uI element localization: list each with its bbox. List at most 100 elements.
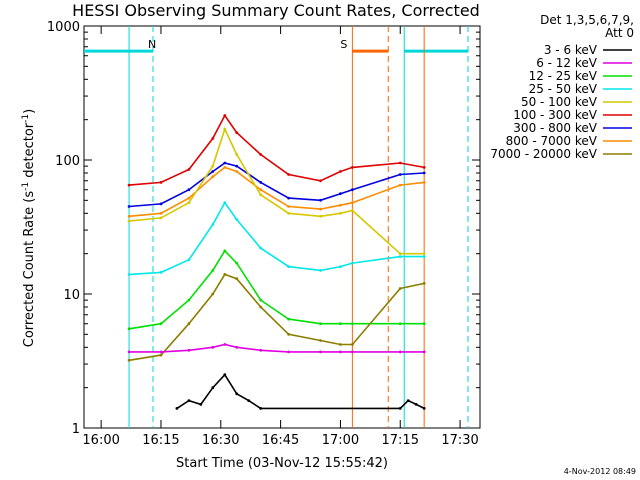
series-point xyxy=(211,223,215,226)
series-point xyxy=(235,277,239,281)
series-point xyxy=(398,407,402,410)
series-point xyxy=(187,258,191,262)
series-point xyxy=(223,127,227,131)
series-point xyxy=(187,399,191,402)
series-point xyxy=(287,332,290,336)
series-point xyxy=(422,282,426,285)
x-tick-label: 17:15 xyxy=(382,433,419,448)
series-point xyxy=(319,339,322,342)
series-point xyxy=(422,166,426,169)
flag-label: S xyxy=(340,38,347,51)
series-point xyxy=(235,392,239,396)
footer-date: 4-Nov-2012 08:49 xyxy=(564,467,636,476)
series-point xyxy=(223,373,227,377)
series-point xyxy=(127,205,131,208)
series-point xyxy=(211,292,215,296)
series-point xyxy=(398,287,402,290)
series-point xyxy=(235,345,239,349)
series-point xyxy=(127,350,131,354)
legend-entry-label: 25 - 50 keV xyxy=(529,82,598,96)
series-point xyxy=(351,343,354,346)
series-point xyxy=(422,171,426,175)
series-point xyxy=(211,269,215,272)
x-tick-label: 16:15 xyxy=(142,433,179,448)
series-point xyxy=(127,327,131,331)
series-point xyxy=(398,322,402,326)
series-line xyxy=(128,273,425,362)
legend-entry-label: 800 - 7000 keV xyxy=(506,134,598,148)
series-point xyxy=(235,170,239,173)
legend-entry-label: 12 - 25 keV xyxy=(529,69,598,83)
series-point xyxy=(175,407,179,410)
series-point xyxy=(199,403,203,406)
series-line xyxy=(129,201,425,276)
series-point xyxy=(259,348,263,352)
series-point xyxy=(351,261,354,265)
series-line xyxy=(176,373,425,410)
legend-entry-label: 3 - 6 keV xyxy=(544,43,598,57)
series-point xyxy=(406,399,410,402)
y-tick-label: 100 xyxy=(55,154,80,169)
series-point xyxy=(339,265,342,268)
series-point xyxy=(319,269,322,272)
series-point xyxy=(235,218,239,221)
series-point xyxy=(223,201,227,205)
series-point xyxy=(159,271,163,274)
chart-title: HESSI Observing Summary Count Rates, Cor… xyxy=(72,1,480,20)
x-tick-label: 16:30 xyxy=(202,433,239,448)
series-point xyxy=(211,345,215,349)
legend-header-line-2: Att 0 xyxy=(605,26,634,40)
series-point xyxy=(398,183,402,187)
series-point xyxy=(223,161,227,165)
series-point xyxy=(319,198,322,202)
series-point xyxy=(159,202,163,206)
series-point xyxy=(159,350,163,354)
series-point xyxy=(223,166,227,169)
y-tick-labels: 1 10 100 1000 xyxy=(47,20,80,437)
series-point xyxy=(414,403,418,406)
series-point xyxy=(339,203,342,207)
series-point xyxy=(259,153,263,156)
series-point xyxy=(398,350,402,354)
series-point xyxy=(127,273,131,276)
series-point xyxy=(259,188,263,192)
series-point xyxy=(187,168,191,171)
plot-frame xyxy=(83,25,481,429)
series-point xyxy=(223,249,227,253)
series-point xyxy=(398,173,402,176)
series-point xyxy=(127,183,131,187)
series-point xyxy=(259,193,263,197)
series-point xyxy=(319,214,322,218)
series-point xyxy=(339,350,342,354)
y-tick-label: 1000 xyxy=(47,20,80,35)
x-tick-labels: 16:00 16:15 16:30 16:45 17:00 17:15 17:30 xyxy=(82,433,478,448)
series-point xyxy=(159,181,163,184)
series-point xyxy=(235,153,239,156)
series-line xyxy=(129,113,425,186)
series-point xyxy=(351,209,354,212)
series-point xyxy=(319,350,322,354)
series-point xyxy=(287,211,290,215)
y-axis-label-mid: detector xyxy=(22,122,37,182)
series-point xyxy=(287,173,290,176)
series-point xyxy=(339,211,342,215)
series-point xyxy=(287,265,290,268)
series-layer xyxy=(127,113,426,410)
axis-ticks xyxy=(84,25,480,429)
legend-header-line-1: Det 1,3,5,6,7,9, xyxy=(540,13,634,27)
series-point xyxy=(319,207,322,211)
y-axis-label-end: ) xyxy=(22,109,37,114)
series-point xyxy=(235,131,239,135)
series-line xyxy=(128,249,425,330)
series-point xyxy=(211,164,215,168)
series-point xyxy=(223,114,227,117)
series-point xyxy=(247,399,251,402)
series-point xyxy=(319,322,322,326)
series-point xyxy=(398,161,402,165)
x-tick-label: 16:00 xyxy=(82,433,119,448)
series-point xyxy=(339,170,342,173)
series-point xyxy=(223,343,227,346)
x-axis-label: Start Time (03-Nov-12 15:55:42) xyxy=(176,456,388,471)
